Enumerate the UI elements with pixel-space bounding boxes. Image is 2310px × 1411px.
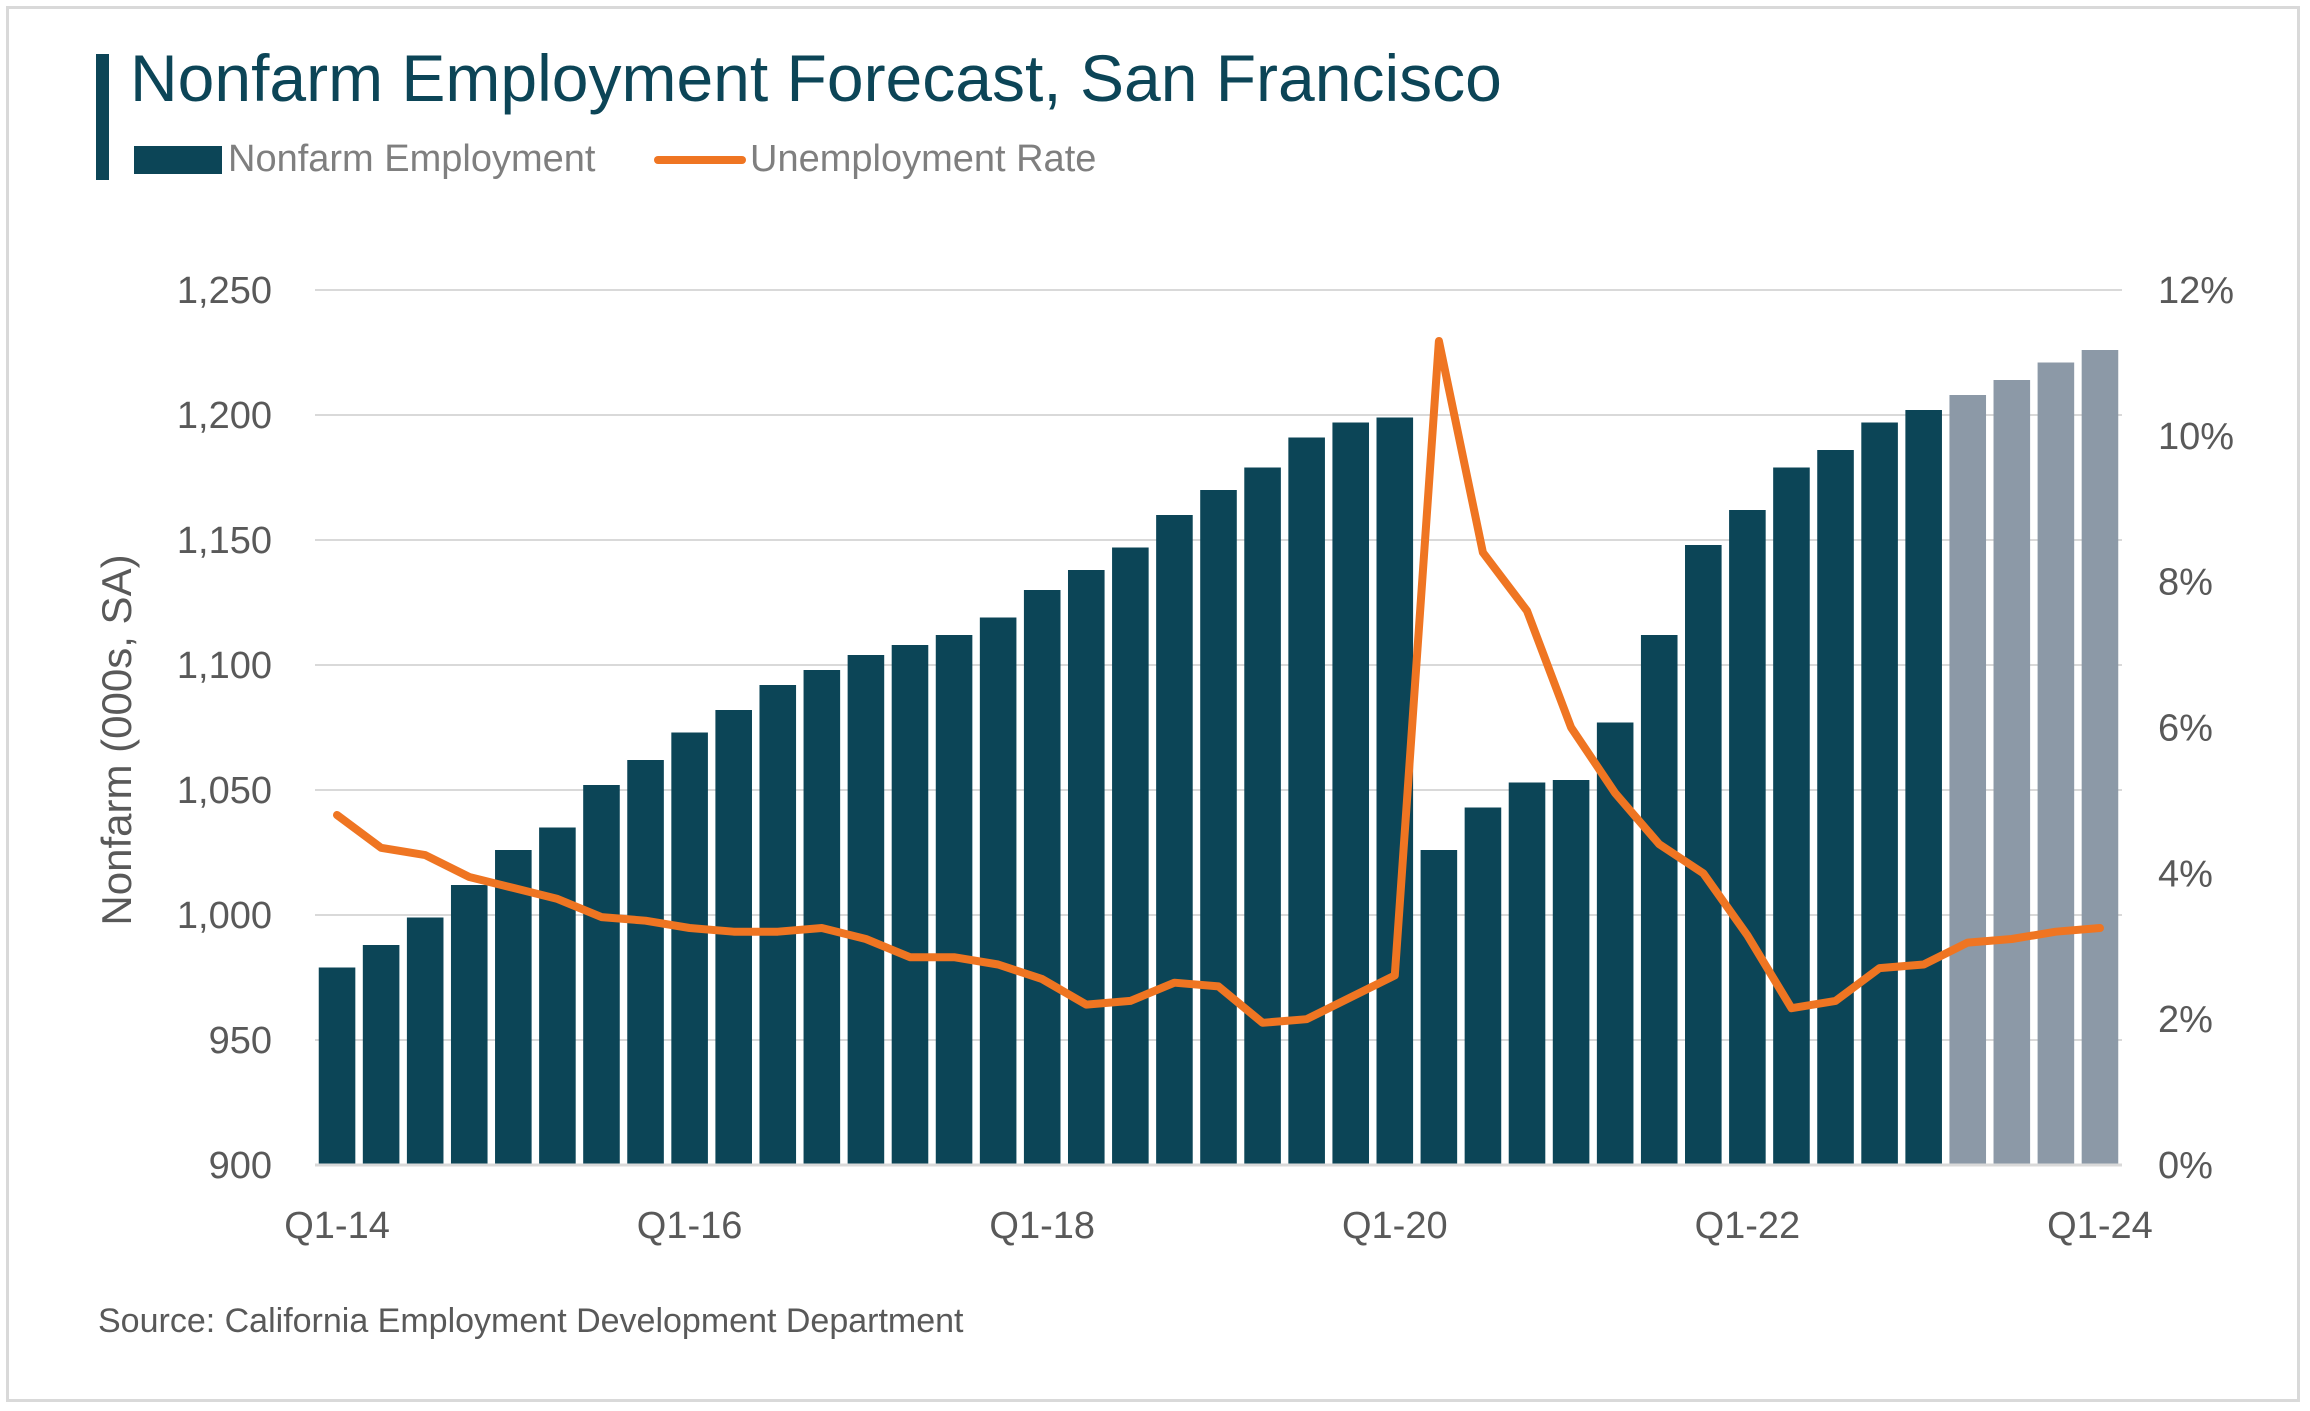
unemployment-rate-line <box>333 337 2104 1027</box>
axes: 1,250 1,200 1,150 1,100 1,050 1,000 950 900 12% 1… <box>177 270 2234 1247</box>
employment-bar <box>627 760 664 1165</box>
employment-bar <box>891 645 929 1165</box>
y2-tick-label: 6% <box>2158 708 2213 750</box>
employment-bar <box>539 827 576 1165</box>
employment-bar <box>1861 422 1898 1165</box>
employment-bar <box>318 967 356 1165</box>
employment-bar <box>495 850 532 1165</box>
employment-bar <box>1332 422 1370 1165</box>
y-tick-label: 950 <box>209 1020 272 1062</box>
x-tick-label: Q1-24 <box>2047 1205 2153 1247</box>
employment-bar <box>803 670 841 1165</box>
legend-label-unemployment: Unemployment Rate <box>750 138 1097 180</box>
employment-bar <box>759 685 797 1165</box>
legend-item-unemployment: Unemployment Rate <box>654 138 1096 181</box>
forecast-bar <box>2081 350 2119 1165</box>
employment-bar <box>1552 780 1590 1165</box>
forecast-bar <box>2037 362 2075 1165</box>
x-tick-label: Q1-16 <box>637 1205 743 1247</box>
employment-bar <box>1640 635 1678 1165</box>
y-tick-label: 1,100 <box>177 645 272 687</box>
x-tick-label: Q1-20 <box>1342 1205 1448 1247</box>
legend-label-nonfarm: Nonfarm Employment <box>228 138 596 180</box>
y-tick-label: 1,050 <box>177 770 272 812</box>
employment-bar <box>1729 510 1766 1165</box>
employment-bar <box>979 617 1017 1165</box>
employment-bar <box>1067 570 1105 1165</box>
y-tick-label: 1,250 <box>177 270 272 312</box>
y-tick-label: 1,200 <box>177 395 272 437</box>
employment-bar <box>1156 515 1193 1165</box>
employment-bar <box>1773 467 1810 1165</box>
chart-title: Nonfarm Employment Forecast, San Francis… <box>130 41 1502 115</box>
title-accent-bar <box>96 54 109 180</box>
x-tick-label: Q1-14 <box>284 1205 390 1247</box>
employment-bar <box>1508 782 1546 1165</box>
employment-bar <box>1112 547 1149 1165</box>
employment-bar <box>1288 437 1325 1165</box>
bar-series <box>318 350 2119 1165</box>
employment-bar <box>715 710 752 1165</box>
forecast-bar <box>1993 380 2031 1165</box>
y2-tick-label: 0% <box>2158 1145 2213 1187</box>
employment-bar <box>935 635 973 1165</box>
chart-frame <box>6 6 2300 1402</box>
employment-bar <box>1420 850 1458 1165</box>
y2-tick-label: 4% <box>2158 853 2213 895</box>
employment-bar <box>583 785 620 1165</box>
employment-bar <box>1905 410 1942 1165</box>
employment-bar <box>847 655 885 1165</box>
employment-bar <box>671 732 708 1165</box>
y2-tick-label: 2% <box>2158 999 2213 1041</box>
source-note: Source: California Employment Developmen… <box>98 1302 964 1340</box>
x-tick-label: Q1-18 <box>989 1205 1095 1247</box>
legend-line-swatch <box>654 155 746 164</box>
employment-bar <box>406 917 444 1165</box>
x-tick-label: Q1-22 <box>1695 1205 1801 1247</box>
employment-bar <box>1685 545 1722 1165</box>
forecast-bar <box>1949 395 1987 1165</box>
y2-tick-label: 12% <box>2158 270 2234 312</box>
employment-bar <box>1464 807 1502 1165</box>
y-axis-label: Nonfarm (000s, SA) <box>93 554 140 925</box>
employment-bar <box>362 945 400 1165</box>
employment-bar <box>1023 590 1061 1165</box>
employment-bar <box>450 885 488 1165</box>
y-tick-label: 900 <box>209 1145 272 1187</box>
y2-tick-label: 8% <box>2158 562 2213 604</box>
y2-tick-label: 10% <box>2158 416 2234 458</box>
legend-item-nonfarm: Nonfarm Employment <box>134 138 595 181</box>
y-tick-label: 1,150 <box>177 520 272 562</box>
employment-bar <box>1817 450 1854 1165</box>
employment-bar <box>1244 467 1281 1165</box>
line-series <box>333 337 2104 1027</box>
legend-bar-swatch <box>134 145 222 174</box>
employment-bar <box>1200 490 1237 1165</box>
y-tick-label: 1,000 <box>177 895 272 937</box>
